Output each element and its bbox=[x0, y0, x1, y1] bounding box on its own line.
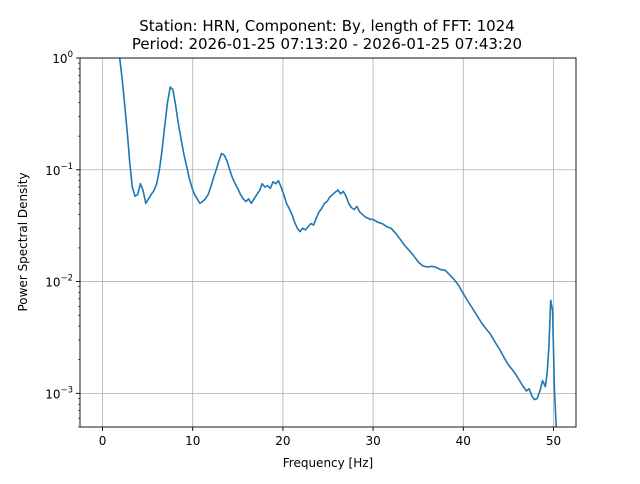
x-tick-label: 10 bbox=[185, 434, 200, 448]
y-tick-label: 10−3 bbox=[45, 385, 73, 401]
psd-series-line bbox=[118, 58, 557, 427]
x-tick-label: 40 bbox=[456, 434, 471, 448]
chart-title-line1: Station: HRN, Component: By, length of F… bbox=[139, 17, 515, 35]
x-tick-label: 30 bbox=[365, 434, 380, 448]
x-axis-label: Frequency [Hz] bbox=[283, 456, 374, 470]
y-axis-label: Power Spectral Density bbox=[16, 172, 30, 311]
x-tick-label: 20 bbox=[275, 434, 290, 448]
chart-title-line2: Period: 2026-01-25 07:13:20 - 2026-01-25… bbox=[132, 35, 522, 53]
axes-frame bbox=[79, 57, 577, 428]
y-tick-label: 10−2 bbox=[45, 274, 73, 290]
x-tick-label: 50 bbox=[546, 434, 561, 448]
y-tick-label: 100 bbox=[52, 50, 73, 66]
ticks: 0 10 20 30 40 50 10−3 10−2 10−1 100 bbox=[45, 50, 561, 448]
plot-area bbox=[118, 58, 557, 427]
axes bbox=[79, 57, 577, 428]
y-tick-label: 10−1 bbox=[45, 162, 73, 178]
x-tick-label: 0 bbox=[99, 434, 107, 448]
